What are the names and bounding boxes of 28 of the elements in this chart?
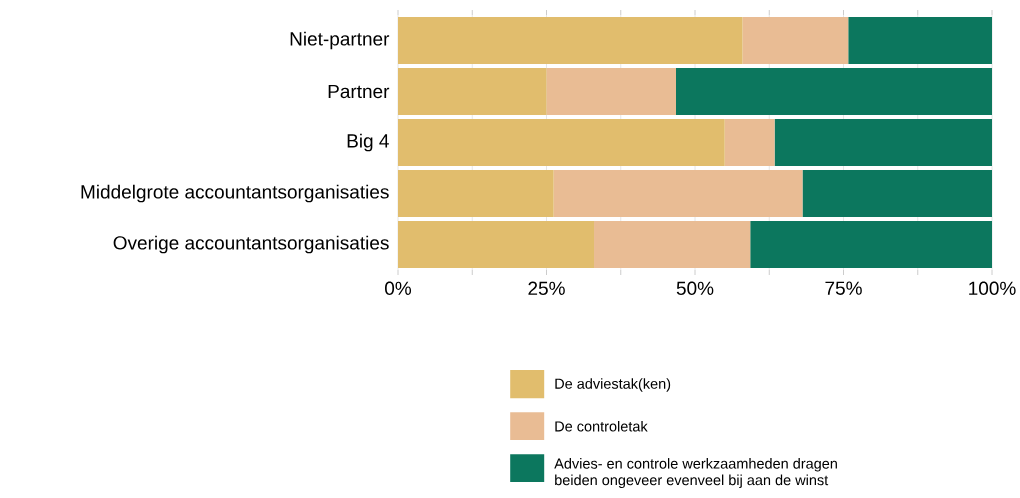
bar [774,119,993,166]
bar [594,221,751,268]
bar [398,221,595,268]
bar [724,119,775,166]
bar [398,119,725,166]
bar [848,17,993,64]
bar [750,221,993,268]
y-tick-label: Big 4 [347,133,389,152]
bar [553,170,803,217]
y-tick-label: Niet-partner [290,31,390,50]
bar [398,17,743,64]
y-tick-label: Partner [328,84,390,99]
x-tick-label: 50% [676,281,714,295]
y-tick-label: Middelgrote accountantsorganisaties [81,184,389,203]
bar [742,17,849,64]
y-tick-label: Overige accountantsorganisaties [113,235,389,254]
bar [546,68,676,115]
bar [398,68,547,115]
x-tick-label: 100% [969,281,1016,295]
bar [802,170,993,217]
legend-label: De controletak [555,420,648,432]
x-tick-label: 0% [385,281,412,295]
x-tick-label: 75% [825,281,862,295]
legend-label: De adviestak(ken) [555,378,671,392]
legend-label: Advies- en controle werkzaamheden dragen beiden ongeveer evenveel bij aan de winst [554,458,837,489]
bar [398,170,554,217]
x-tick-label: 25% [528,281,565,295]
bar [675,68,993,115]
